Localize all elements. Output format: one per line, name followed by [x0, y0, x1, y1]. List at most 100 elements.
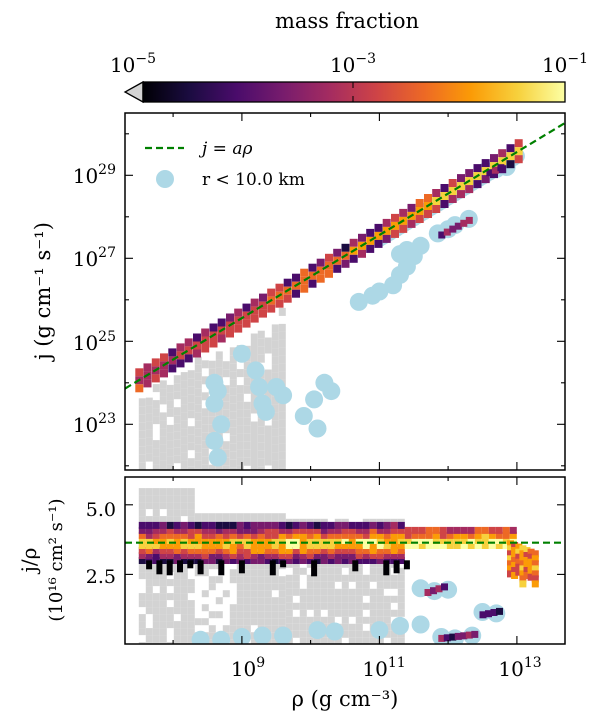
- grey-cell: [265, 590, 272, 597]
- grey-cell: [174, 635, 181, 642]
- grey-cell: [356, 617, 363, 624]
- grey-cell: [370, 596, 377, 603]
- heatmap-cell: [135, 368, 143, 376]
- grey-cell: [160, 388, 167, 396]
- x-tick-label: 1013: [498, 655, 541, 681]
- grey-cell: [167, 593, 174, 600]
- grey-cell: [209, 583, 216, 590]
- heatmap-cell: [168, 348, 176, 356]
- heatmap-cell: [333, 265, 341, 273]
- grey-cell: [174, 600, 181, 607]
- heatmap-cell: [342, 260, 350, 268]
- grey-cell: [230, 451, 237, 459]
- grey-cell: [153, 448, 160, 456]
- grey-cell: [167, 385, 174, 393]
- colorbar: mass fraction 10−5 10−3 10−1: [110, 9, 588, 102]
- heatmap-cell: [398, 522, 405, 529]
- grey-cell: [300, 568, 307, 575]
- grey-cell: [321, 582, 328, 589]
- legend-fit-line-label: j = aρ: [198, 139, 252, 159]
- grey-cell: [265, 597, 272, 604]
- grey-cell: [328, 589, 335, 596]
- grey-cell: [356, 582, 363, 589]
- grey-cell: [139, 495, 146, 502]
- grey-cell: [188, 402, 195, 410]
- grey-cell: [139, 600, 146, 607]
- heatmap-cell: [375, 224, 383, 232]
- grey-cell: [293, 582, 300, 589]
- grey-cell: [223, 401, 230, 409]
- grey-cell: [265, 346, 272, 354]
- colorbar-tick-exponent: −5: [135, 51, 156, 67]
- scatter-point: [326, 623, 344, 641]
- grey-cell: [160, 628, 167, 635]
- heatmap-cell: [384, 522, 391, 529]
- grey-cell: [370, 568, 377, 575]
- grey-cell: [258, 427, 265, 435]
- grey-cell: [181, 388, 188, 396]
- heatmap-cell: [139, 522, 146, 529]
- grey-cell: [181, 444, 188, 452]
- grey-cell: [188, 410, 195, 418]
- heatmap-cell: [292, 274, 300, 282]
- grey-cell: [398, 582, 405, 589]
- grey-cell: [237, 385, 244, 393]
- heatmap-cell: [280, 560, 286, 567]
- scatter-point: [247, 361, 265, 379]
- grey-cell: [153, 456, 160, 464]
- grey-cell: [146, 586, 153, 593]
- grey-cell: [230, 379, 237, 387]
- heatmap-cell: [457, 190, 465, 198]
- grey-cell: [188, 370, 195, 378]
- heatmap-cell: [223, 522, 230, 529]
- heatmap-cell: [284, 295, 292, 303]
- heatmap-cell: [160, 522, 167, 529]
- grey-cell: [230, 611, 237, 618]
- heatmap-cell: [482, 175, 490, 183]
- heatmap-cell: [216, 522, 223, 529]
- svg-text:10−3: 10−3: [330, 51, 376, 77]
- heatmap-cell: [300, 269, 308, 277]
- grey-cell: [300, 610, 307, 617]
- grey-cell: [139, 614, 146, 621]
- grey-cell: [153, 495, 160, 502]
- grey-cell: [272, 604, 279, 611]
- heatmap-cell: [300, 285, 308, 293]
- heatmap-cell: [160, 353, 168, 361]
- grey-cell: [377, 596, 384, 603]
- heatmap-cell: [383, 560, 389, 575]
- heatmap-cell: [251, 299, 259, 307]
- heatmap-cell: [177, 560, 183, 572]
- grey-cell: [181, 509, 188, 516]
- grey-cell: [174, 593, 181, 600]
- scatter-point: [322, 382, 340, 400]
- grey-cell: [328, 568, 335, 575]
- grey-cell: [251, 604, 258, 611]
- grey-cell: [174, 495, 181, 502]
- grey-cell: [251, 430, 258, 438]
- grey-cell: [300, 596, 307, 603]
- grey-cell: [160, 621, 167, 628]
- grey-cell: [181, 642, 188, 649]
- grey-cell: [181, 404, 188, 412]
- heatmap-cell: [239, 560, 245, 573]
- grey-cell: [160, 635, 167, 642]
- grey-cell: [188, 434, 195, 442]
- grey-cell: [209, 513, 216, 520]
- grey-cell: [195, 437, 202, 445]
- grey-cell: [279, 412, 286, 420]
- grey-cell: [279, 364, 286, 372]
- heatmap-cell: [404, 560, 410, 569]
- grey-cell: [279, 428, 286, 436]
- grey-cell: [230, 443, 237, 451]
- grey-cell: [167, 509, 174, 516]
- grey-cell: [174, 391, 181, 399]
- grey-cell: [237, 369, 244, 377]
- grey-cell: [370, 589, 377, 596]
- grey-cell: [160, 586, 167, 593]
- heatmap-cell: [284, 279, 292, 287]
- grey-cell: [174, 642, 181, 649]
- grey-cell: [174, 447, 181, 455]
- grey-cell: [258, 339, 265, 347]
- grey-cell: [188, 509, 195, 516]
